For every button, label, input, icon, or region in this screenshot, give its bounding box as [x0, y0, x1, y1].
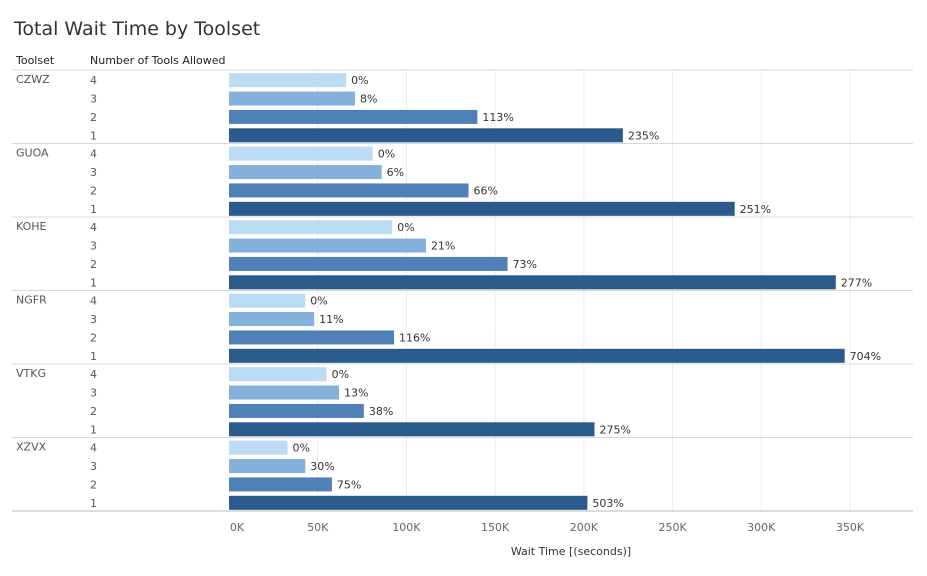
toolset-label: GUOA [16, 147, 49, 160]
tools-allowed-label: 4 [90, 148, 97, 161]
x-axis-label: Wait Time [(seconds)] [511, 545, 631, 558]
x-tick-label: 0K [230, 521, 245, 534]
toolset-label: VTKG [16, 367, 46, 380]
data-label: 21% [431, 240, 455, 253]
tools-allowed-label: 2 [90, 478, 97, 491]
bar [229, 128, 623, 143]
x-tick-label: 150K [481, 521, 510, 534]
tools-allowed-label: 2 [90, 184, 97, 197]
bar [229, 440, 288, 455]
bar [229, 312, 315, 327]
x-tick-label: 200K [570, 521, 599, 534]
tools-allowed-label: 3 [90, 240, 97, 253]
data-label: 275% [600, 423, 631, 436]
data-label: 66% [474, 184, 498, 197]
tools-allowed-label: 4 [90, 74, 97, 87]
bar [229, 220, 393, 235]
tools-allowed-label: 2 [90, 405, 97, 418]
chart-title: Total Wait Time by Toolset [14, 18, 261, 40]
data-label: 704% [850, 350, 881, 363]
toolset-column-header: Toolset [16, 54, 55, 67]
data-label: 235% [628, 129, 659, 142]
tools-allowed-label: 1 [90, 497, 97, 510]
tools-allowed-label: 2 [90, 331, 97, 344]
tools-allowed-label: 4 [90, 221, 97, 234]
data-label: 251% [740, 203, 771, 216]
data-label: 277% [841, 276, 872, 289]
bar [229, 256, 508, 271]
bar [229, 238, 426, 253]
tools-allowed-label: 1 [90, 276, 97, 289]
data-label: 503% [592, 497, 623, 510]
data-label: 0% [397, 221, 414, 234]
data-label: 11% [319, 313, 343, 326]
tools-allowed-label: 1 [90, 350, 97, 363]
data-label: 6% [387, 166, 404, 179]
toolset-label: CZWZ [16, 73, 50, 86]
tools-allowed-label: 3 [90, 313, 97, 326]
tools-allowed-label: 4 [90, 368, 97, 381]
bar [229, 146, 373, 161]
data-label: 0% [293, 442, 310, 455]
bar [229, 293, 306, 308]
bar [229, 183, 469, 198]
tools-allowed-label: 2 [90, 258, 97, 271]
toolset-label: XZVX [16, 441, 47, 454]
tools-allowed-label: 1 [90, 129, 97, 142]
tools-allowed-label: 3 [90, 387, 97, 400]
tools-allowed-label: 2 [90, 111, 97, 124]
x-tick-label: 250K [658, 521, 687, 534]
bar [229, 330, 395, 345]
bar [229, 73, 347, 88]
data-label: 116% [399, 331, 430, 344]
data-label: 0% [332, 368, 349, 381]
tools-allowed-label: 3 [90, 166, 97, 179]
x-tick-label: 100K [392, 521, 421, 534]
tools-allowed-label: 3 [90, 93, 97, 106]
data-label: 113% [482, 111, 513, 124]
bar [229, 109, 478, 124]
bar [229, 275, 836, 290]
bar [229, 422, 595, 437]
data-label: 75% [337, 478, 361, 491]
tools-allowed-label: 4 [90, 442, 97, 455]
data-label: 30% [310, 460, 334, 473]
bar [229, 201, 735, 216]
data-label: 13% [344, 387, 368, 400]
data-label: 0% [310, 295, 327, 308]
tools-allowed-column-header: Number of Tools Allowed [90, 54, 226, 67]
tools-allowed-label: 4 [90, 295, 97, 308]
bar [229, 91, 355, 106]
toolset-label: NGFR [16, 294, 47, 307]
bar [229, 477, 332, 492]
data-label: 38% [369, 405, 393, 418]
x-tick-label: 50K [307, 521, 329, 534]
bar [229, 495, 588, 510]
data-label: 0% [378, 148, 395, 161]
toolset-label: KOHE [16, 220, 47, 233]
tools-allowed-label: 1 [90, 423, 97, 436]
bar [229, 459, 306, 474]
bar [229, 403, 364, 418]
tools-allowed-label: 1 [90, 203, 97, 216]
tools-allowed-label: 3 [90, 460, 97, 473]
bar [229, 367, 327, 382]
data-label: 73% [513, 258, 537, 271]
bar [229, 385, 340, 400]
bar [229, 165, 382, 180]
x-tick-label: 350K [836, 521, 865, 534]
x-tick-label: 300K [747, 521, 776, 534]
data-label: 8% [360, 93, 377, 106]
bar [229, 348, 845, 363]
data-label: 0% [351, 74, 368, 87]
